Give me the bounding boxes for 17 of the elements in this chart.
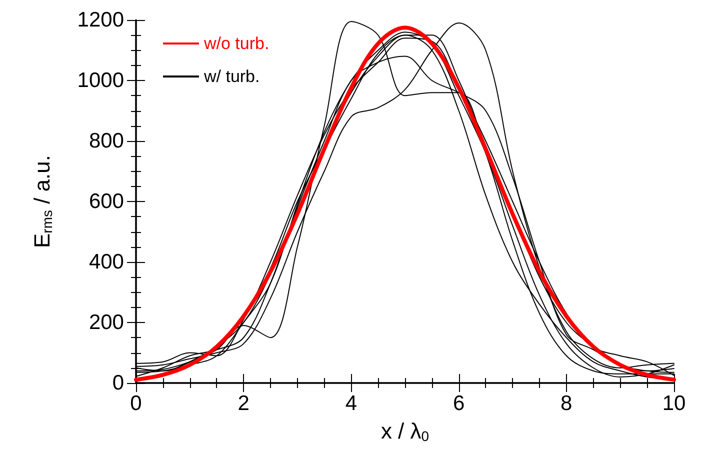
x-tick-label: 10 [662, 392, 686, 415]
y-tick-label: 400 [88, 250, 124, 274]
y-tick-label: 800 [88, 130, 124, 152]
x-tick-label: 6 [452, 392, 465, 415]
x-tick-label: 0 [130, 392, 142, 415]
legend-label: w/ turb. [203, 67, 260, 86]
x-tick-label: 2 [238, 392, 250, 415]
y-tick-label: 0 [112, 372, 124, 394]
y-tick-label: 1000 [77, 69, 124, 92]
y-axis-title: Erms / a.u. [30, 154, 55, 248]
x-axis-title: x / λ0 [380, 418, 430, 444]
y-tick-label: 1200 [77, 8, 124, 32]
y-tick-label: 200 [88, 311, 124, 334]
x-tick-label: 4 [345, 392, 358, 415]
x-tick-label: 8 [560, 392, 572, 415]
legend-label: w/o turb. [203, 34, 270, 53]
y-tick-label: 600 [88, 190, 124, 213]
